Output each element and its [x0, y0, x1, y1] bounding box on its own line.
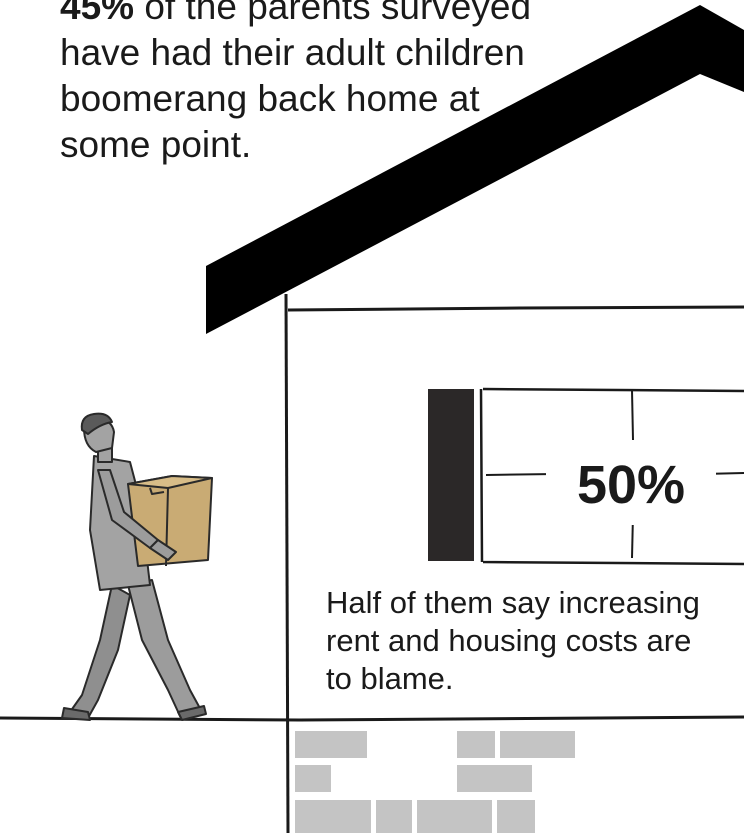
- half-text: Half of them say increasing rent and hou…: [326, 584, 744, 698]
- stat-cross-vertical-top: [631, 389, 634, 441]
- intro-line1: of the parents surveyed: [134, 0, 532, 27]
- half-text-line2: rent and housing costs are: [326, 623, 692, 658]
- intro-line3: boomerang back home at: [60, 78, 480, 119]
- intro-line4: some point.: [60, 124, 252, 165]
- roof-icon: [206, 5, 744, 334]
- half-text-line1: Half of them say increasing: [326, 585, 700, 620]
- intro-text: 45% of the parents surveyed have had the…: [60, 0, 580, 168]
- intro-stat: 45%: [60, 0, 135, 27]
- stat-frame: [479, 387, 744, 566]
- man-carrying-box-icon: [61, 412, 213, 721]
- house-wall-left: [284, 293, 290, 833]
- stat-cross-horizontal-left: [485, 473, 557, 476]
- half-text-line3: to blame.: [326, 661, 454, 696]
- brick-foundation-icon: [295, 731, 575, 833]
- house-ceiling-line: [287, 305, 744, 312]
- stat-bar: [428, 389, 474, 561]
- ground-line: [0, 715, 744, 722]
- intro-line2: have had their adult children: [60, 32, 525, 73]
- half-stat: 50%: [546, 445, 716, 525]
